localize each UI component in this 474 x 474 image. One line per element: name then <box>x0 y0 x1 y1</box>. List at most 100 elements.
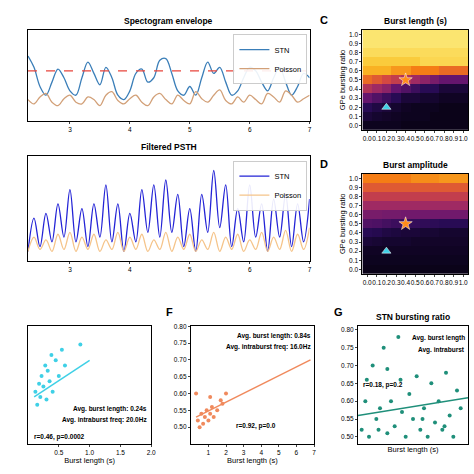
svg-text:4: 4 <box>128 266 132 273</box>
svg-text:r=0.46, p=0.0002: r=0.46, p=0.0002 <box>34 433 85 441</box>
svg-text:0.0: 0.0 <box>363 135 372 142</box>
svg-text:0.6: 0.6 <box>349 67 358 74</box>
svg-text:0.6: 0.6 <box>349 211 358 218</box>
svg-text:C: C <box>320 14 328 26</box>
svg-text:0.2: 0.2 <box>382 135 391 142</box>
svg-text:0.3: 0.3 <box>391 135 400 142</box>
svg-text:2: 2 <box>224 449 228 456</box>
svg-text:0.9: 0.9 <box>449 279 458 286</box>
svg-text:0.65: 0.65 <box>174 373 187 380</box>
svg-text:0.5: 0.5 <box>349 76 358 83</box>
svg-text:0.7: 0.7 <box>430 279 439 286</box>
svg-text:0.70: 0.70 <box>341 362 354 369</box>
svg-text:Avg. burst length: 0.84s: Avg. burst length: 0.84s <box>237 332 311 340</box>
svg-text:0.1: 0.1 <box>372 135 381 142</box>
svg-text:0.60: 0.60 <box>174 390 187 397</box>
svg-text:0.0: 0.0 <box>349 122 358 129</box>
svg-text:0.8: 0.8 <box>439 135 448 142</box>
svg-text:0.2: 0.2 <box>349 247 358 254</box>
svg-text:0.7: 0.7 <box>349 58 358 65</box>
svg-text:1.0: 1.0 <box>459 279 468 286</box>
svg-text:0.6: 0.6 <box>420 135 429 142</box>
svg-text:Burst amplitude: Burst amplitude <box>383 160 448 170</box>
svg-text:5: 5 <box>188 266 192 273</box>
svg-text:0.1: 0.1 <box>349 257 358 264</box>
svg-text:0.80: 0.80 <box>174 323 187 330</box>
svg-text:0.2: 0.2 <box>349 104 358 111</box>
svg-text:6: 6 <box>248 266 252 273</box>
svg-text:r=0.92, p=0.0: r=0.92, p=0.0 <box>236 422 276 430</box>
svg-text:0.3: 0.3 <box>349 238 358 245</box>
svg-text:Avg. burst length: 0.24s: Avg. burst length: 0.24s <box>73 405 147 413</box>
svg-text:Filtered PSTH: Filtered PSTH <box>141 142 197 152</box>
svg-text:r=0.18, p=0.2: r=0.18, p=0.2 <box>363 381 403 389</box>
svg-text:STN: STN <box>274 46 289 55</box>
svg-text:0.50: 0.50 <box>174 423 187 430</box>
svg-text:0.8: 0.8 <box>439 279 448 286</box>
svg-text:4: 4 <box>259 449 263 456</box>
svg-text:0.3: 0.3 <box>349 94 358 101</box>
svg-text:0.7: 0.7 <box>430 135 439 142</box>
svg-text:0.5: 0.5 <box>54 449 63 456</box>
svg-text:0.4: 0.4 <box>349 85 358 92</box>
svg-text:0.0: 0.0 <box>349 266 358 273</box>
svg-text:0.80: 0.80 <box>341 326 354 333</box>
svg-text:F: F <box>166 306 173 318</box>
svg-text:Avg. intraburst freq: 16.0Hz: Avg. intraburst freq: 16.0Hz <box>226 343 311 351</box>
svg-text:Avg. burst length: Avg. burst length <box>412 334 465 342</box>
svg-text:4: 4 <box>128 126 132 133</box>
svg-text:7: 7 <box>312 449 316 456</box>
svg-text:Avg. intraburst freq: 20.0Hz: Avg. intraburst freq: 20.0Hz <box>62 416 147 424</box>
svg-text:6: 6 <box>295 449 299 456</box>
svg-text:5: 5 <box>188 126 192 133</box>
svg-text:0.7: 0.7 <box>349 202 358 209</box>
svg-text:6: 6 <box>248 126 252 133</box>
svg-text:0.5: 0.5 <box>411 279 420 286</box>
svg-text:0.6: 0.6 <box>420 279 429 286</box>
svg-text:0.4: 0.4 <box>401 279 410 286</box>
svg-text:Poisson: Poisson <box>274 65 301 74</box>
svg-text:0.1: 0.1 <box>349 113 358 120</box>
svg-text:D: D <box>320 158 328 170</box>
svg-text:Poisson: Poisson <box>274 191 301 200</box>
svg-text:0.65: 0.65 <box>341 380 354 387</box>
svg-text:7: 7 <box>308 266 312 273</box>
svg-text:0.0: 0.0 <box>363 279 372 286</box>
svg-text:0.75: 0.75 <box>341 344 354 351</box>
svg-text:0.55: 0.55 <box>174 407 187 414</box>
svg-text:0.9: 0.9 <box>349 40 358 47</box>
svg-text:0.70: 0.70 <box>174 356 187 363</box>
svg-text:Burst length (s): Burst length (s) <box>384 16 447 26</box>
svg-text:0.8: 0.8 <box>349 49 358 56</box>
svg-text:0.1: 0.1 <box>372 279 381 286</box>
svg-text:3: 3 <box>242 449 246 456</box>
svg-text:0.8: 0.8 <box>349 193 358 200</box>
svg-text:GPe bursting ratio: GPe bursting ratio <box>338 194 347 254</box>
svg-text:2.0: 2.0 <box>147 449 156 456</box>
svg-text:0.9: 0.9 <box>449 135 458 142</box>
svg-text:0.4: 0.4 <box>349 229 358 236</box>
svg-text:G: G <box>334 306 343 318</box>
svg-text:STN: STN <box>274 172 289 181</box>
svg-text:5: 5 <box>277 449 281 456</box>
svg-text:1.0: 1.0 <box>349 31 358 38</box>
svg-text:GPe bursting ratio: GPe bursting ratio <box>338 50 347 110</box>
svg-text:0.5: 0.5 <box>349 220 358 227</box>
svg-text:1: 1 <box>207 449 211 456</box>
svg-text:1.0: 1.0 <box>459 135 468 142</box>
svg-text:0.3: 0.3 <box>391 279 400 286</box>
svg-text:0.60: 0.60 <box>341 397 354 404</box>
svg-text:0.50: 0.50 <box>341 433 354 440</box>
svg-text:Spectogram envelope: Spectogram envelope <box>124 16 213 26</box>
svg-text:Burst length (s): Burst length (s) <box>227 456 278 465</box>
svg-text:0.5: 0.5 <box>411 135 420 142</box>
svg-text:3: 3 <box>68 126 72 133</box>
svg-text:7: 7 <box>308 126 312 133</box>
svg-text:0.9: 0.9 <box>349 184 358 191</box>
svg-text:STN bursting ratio: STN bursting ratio <box>376 312 450 322</box>
svg-text:0.2: 0.2 <box>382 279 391 286</box>
svg-text:Burst length (s): Burst length (s) <box>64 456 115 465</box>
svg-text:0.4: 0.4 <box>401 135 410 142</box>
svg-text:Avg. intraburst: Avg. intraburst <box>418 346 465 354</box>
svg-text:3: 3 <box>68 266 72 273</box>
